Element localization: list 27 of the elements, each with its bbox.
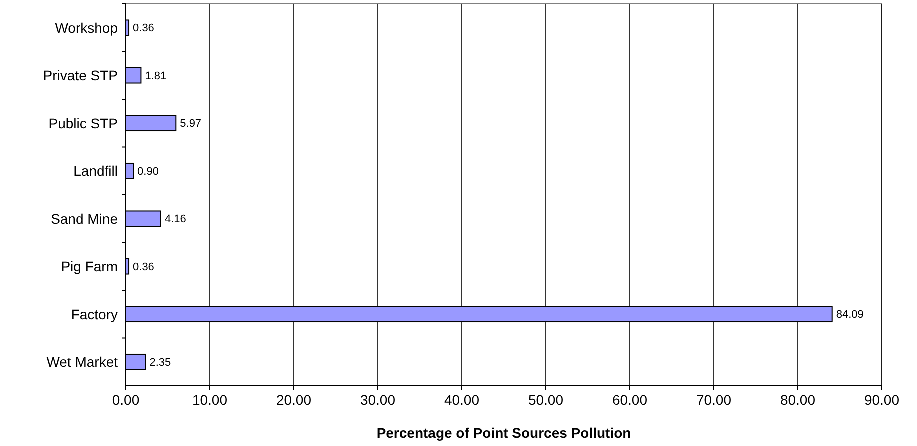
x-tick-label: 30.00 bbox=[360, 392, 396, 408]
data-label: 84.09 bbox=[836, 309, 864, 322]
x-axis-title: Percentage of Point Sources Pollution bbox=[376, 425, 632, 441]
y-tick-label: Wet Market bbox=[46, 354, 118, 370]
x-tick-label: 50.00 bbox=[528, 392, 564, 408]
data-label: 0.90 bbox=[138, 166, 159, 178]
x-tick-label: 70.00 bbox=[696, 392, 732, 408]
x-tick-label: 0.00 bbox=[112, 392, 140, 408]
y-tick-label: Landfill bbox=[74, 163, 118, 180]
y-tick-label: Pig Farm bbox=[61, 258, 118, 275]
data-label: 0.36 bbox=[133, 261, 154, 274]
data-label: 5.97 bbox=[180, 118, 202, 130]
y-tick-label: Private STP bbox=[43, 68, 118, 84]
x-tick-label: 60.00 bbox=[612, 392, 648, 408]
data-label: 4.16 bbox=[164, 214, 186, 226]
y-tick-label: Public STP bbox=[48, 115, 118, 132]
x-tick-label: 40.00 bbox=[444, 392, 480, 408]
x-tick-label: 10.00 bbox=[192, 392, 228, 408]
x-tick-label: 80.00 bbox=[780, 392, 816, 408]
y-tick-label: Sand Mine bbox=[51, 210, 118, 227]
data-label: 2.35 bbox=[150, 356, 172, 369]
data-label: 0.36 bbox=[133, 22, 154, 35]
x-tick-label: 20.00 bbox=[276, 392, 312, 408]
y-tick-label: Factory bbox=[71, 306, 118, 322]
data-label: 1.81 bbox=[145, 70, 167, 82]
x-tick-label: 90.00 bbox=[864, 392, 900, 408]
y-tick-label: Workshop bbox=[55, 20, 118, 36]
